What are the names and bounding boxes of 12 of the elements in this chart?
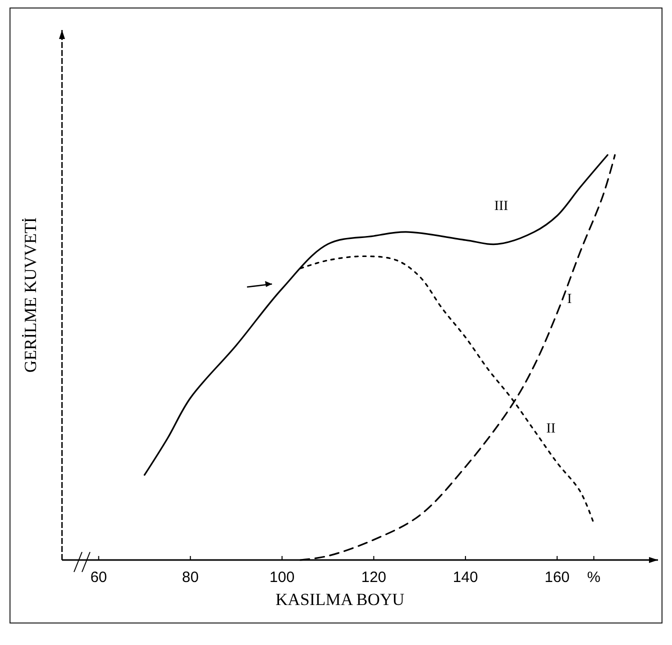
x-tick-label: 160 [544,569,570,586]
x-tick-label: 140 [452,569,478,586]
x-tick-label: 80 [182,569,199,586]
x-tick-label: 100 [270,569,295,586]
x-tick-label: % [587,569,600,586]
series-label: II [546,421,556,436]
x-axis-title: KASILMA BOYU [276,590,404,609]
x-tick-label: 60 [90,569,108,586]
series-label: III [494,198,509,214]
y-axis-title: GERİLME KUVVETİ [21,217,40,373]
series-label: I [567,292,572,307]
x-tick-label: 120 [361,569,386,586]
